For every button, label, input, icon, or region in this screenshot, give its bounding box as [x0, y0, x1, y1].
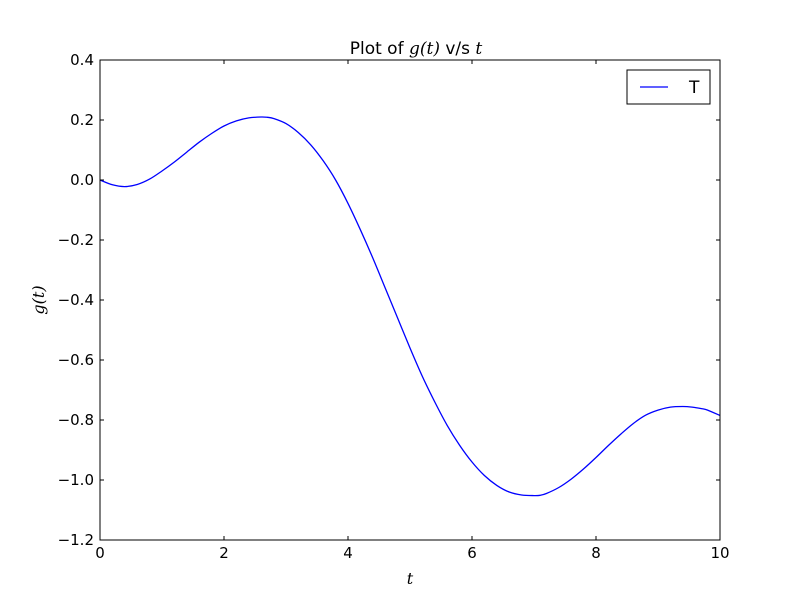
series-line-T	[99, 116, 721, 497]
title-prefix: Plot of	[350, 39, 409, 59]
x-tick-label: 8	[591, 544, 601, 562]
y-tick-label: −0.6	[58, 351, 94, 369]
x-axis-label: t	[407, 569, 414, 588]
y-tick-label: −0.8	[58, 411, 94, 429]
legend-label-T: T	[688, 78, 700, 98]
x-tick-label: 0	[95, 544, 105, 562]
plot-area	[99, 116, 721, 497]
x-tick-label: 4	[343, 544, 353, 562]
legend: T	[626, 69, 711, 105]
x-tick-label: 6	[467, 544, 477, 562]
y-tick-label: −1.2	[58, 531, 94, 549]
y-tick-label: 0.0	[70, 171, 94, 189]
y-axis-label: g(t)	[29, 285, 48, 314]
x-tick-label: 2	[219, 544, 229, 562]
y-tick-label: −0.2	[58, 231, 94, 249]
y-tick-label: 0.4	[70, 51, 94, 69]
y-tick-label: 0.2	[70, 111, 94, 129]
chart-title: Plot of g(t) v/s t	[350, 39, 483, 59]
title-middle: v/s	[440, 39, 475, 59]
axes-frame	[99, 59, 721, 541]
x-axis-ticks: 0 2 4 6 8 10	[95, 60, 730, 562]
y-tick-label: −0.4	[58, 291, 94, 309]
title-math-t: t	[475, 39, 482, 59]
y-tick-label: −1.0	[58, 471, 94, 489]
x-tick-label: 10	[710, 544, 729, 562]
y-axis-ticks: −1.2 −1.0 −0.8 −0.6 −0.4 −0.2 0.0 0.2 0.4	[58, 51, 720, 549]
title-math-g-of-t: g(t)	[409, 39, 440, 59]
